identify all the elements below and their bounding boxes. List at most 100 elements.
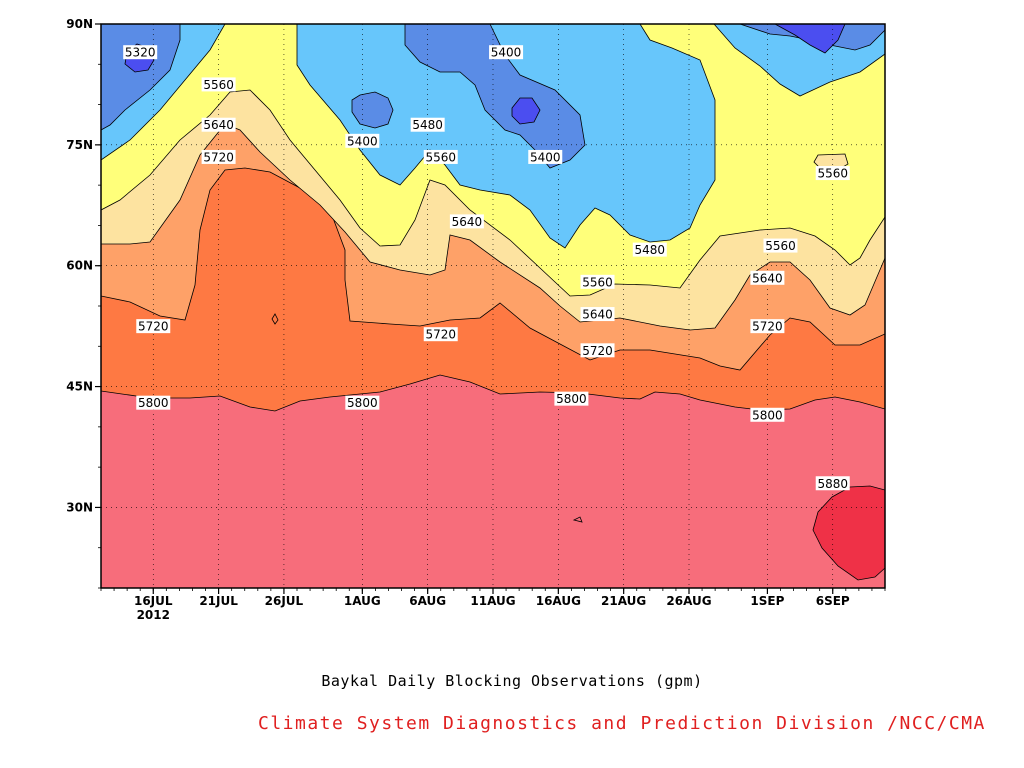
contour-label-text: 5640 <box>752 271 783 285</box>
contour-label-box <box>580 343 615 358</box>
contour-label-text: 5480 <box>635 243 666 257</box>
contour-label: 5560 <box>580 274 615 289</box>
grid-lines <box>101 23 885 588</box>
contour-label-text: 5640 <box>452 215 483 229</box>
contour-label: 5560 <box>815 166 850 181</box>
contour-label-box <box>345 133 380 148</box>
contour-labels: 5320 5560 5640 5720 5400 5480 5560 5400 5400 5640… <box>123 45 850 491</box>
contour-label-text: 5400 <box>347 134 378 148</box>
contour-label-box <box>201 117 236 132</box>
contour-label: 5720 <box>423 327 458 342</box>
contour-label-box <box>763 238 798 253</box>
contour-label-text: 5400 <box>530 150 561 164</box>
contour-label-text: 5720 <box>138 320 169 334</box>
x-tick-label: 1AUG <box>344 594 381 608</box>
contour-label-text: 5640 <box>203 118 234 132</box>
credit-line: Climate System Diagnostics and Predictio… <box>258 713 986 734</box>
contour-fills <box>101 24 885 588</box>
contour-label: 5640 <box>449 214 484 229</box>
contour-label-text: 5640 <box>582 308 613 322</box>
x-year-label: 2012 <box>137 608 170 622</box>
contour-label-box <box>489 45 524 60</box>
contour-label-text: 5800 <box>347 396 378 410</box>
contour-label: 5720 <box>201 149 236 164</box>
x-tick-label: 26AUG <box>666 594 711 608</box>
contour-label-text: 5560 <box>765 239 796 253</box>
contour-label-text: 5880 <box>817 477 848 491</box>
y-tick-label: 45N <box>66 380 93 394</box>
x-tick-label: 16AUG <box>536 594 581 608</box>
x-tick-label: 21AUG <box>601 594 646 608</box>
contour-label-box <box>201 77 236 92</box>
contour-label-text: 5720 <box>582 344 613 358</box>
contour-label-box <box>750 407 785 422</box>
contour-label-text: 5800 <box>752 408 783 422</box>
contour-label-text: 5480 <box>412 118 443 132</box>
contour-label-text: 5800 <box>138 396 169 410</box>
band-below-5320 <box>124 24 846 125</box>
contour-label: 5720 <box>136 319 171 334</box>
contour-label-text: 5720 <box>203 150 234 164</box>
contour-label: 5480 <box>410 117 445 132</box>
contour-label-text: 5720 <box>425 328 456 342</box>
contour-label-box <box>750 270 785 285</box>
contour-label-box <box>201 149 236 164</box>
contour-label: 5800 <box>345 395 380 410</box>
y-tick-label: 90N <box>66 17 93 31</box>
x-tick-label: 1SEP <box>750 594 784 608</box>
contour-label: 5800 <box>136 395 171 410</box>
contour-label-text: 5560 <box>203 78 234 92</box>
contour-label: 5560 <box>763 238 798 253</box>
contour-label: 5640 <box>580 307 615 322</box>
contour-label-box <box>528 149 563 164</box>
contour-label-text: 5720 <box>752 320 783 334</box>
contour-label-text: 5560 <box>817 167 848 181</box>
contour-label-text: 5400 <box>491 46 522 60</box>
contour-label: 5720 <box>580 343 615 358</box>
contour-label: 5560 <box>423 149 458 164</box>
contour-label: 5720 <box>750 319 785 334</box>
contour-label-box <box>815 476 850 491</box>
band-above-5880 <box>812 485 885 581</box>
x-tick-label: 26JUL <box>265 594 304 608</box>
contour-label-box <box>580 274 615 289</box>
y-tick-label: 30N <box>66 500 93 514</box>
contour-label: 5320 <box>123 45 158 60</box>
x-tick-label: 6SEP <box>816 594 850 608</box>
contour-label-box <box>345 395 380 410</box>
contour-label-box <box>750 319 785 334</box>
y-tick-label: 60N <box>66 259 93 273</box>
contour-label-box <box>410 117 445 132</box>
chart-title: Baykal Daily Blocking Observations (gpm) <box>321 672 703 690</box>
contour-label: 5640 <box>201 117 236 132</box>
contour-label-box <box>423 327 458 342</box>
contour-label-box <box>136 395 171 410</box>
contour-label-box <box>423 149 458 164</box>
plot-frame <box>100 23 886 589</box>
contour-label-box <box>449 214 484 229</box>
small-feature-b <box>572 516 583 523</box>
contour-label: 5800 <box>554 391 589 406</box>
contour-label: 5400 <box>528 149 563 164</box>
contour-label: 5480 <box>632 242 667 257</box>
x-tick-label: 16JUL <box>134 594 173 608</box>
contour-label: 5800 <box>750 407 785 422</box>
contour-label-text: 5560 <box>582 275 613 289</box>
contour-label-box <box>580 307 615 322</box>
contour-label-box <box>136 319 171 334</box>
contour-label-text: 5560 <box>425 150 456 164</box>
y-tick-label: 75N <box>66 138 93 152</box>
contour-label-box <box>632 242 667 257</box>
contour-label: 5400 <box>345 133 380 148</box>
contour-label-text: 5320 <box>125 46 156 60</box>
x-tick-label: 6AUG <box>409 594 446 608</box>
x-tick-label: 11AUG <box>470 594 515 608</box>
small-feature-a <box>271 313 279 325</box>
axis-ticks: 16JUL 21JUL 26JUL 1AUG 6AUG 11AUG 16AUG 21AUG 26… <box>66 17 886 622</box>
contour-label: 5880 <box>815 476 850 491</box>
contour-label: 5400 <box>489 45 524 60</box>
contour-label: 5640 <box>750 270 785 285</box>
contour-label-box <box>554 391 589 406</box>
contour-label-text: 5800 <box>556 392 587 406</box>
